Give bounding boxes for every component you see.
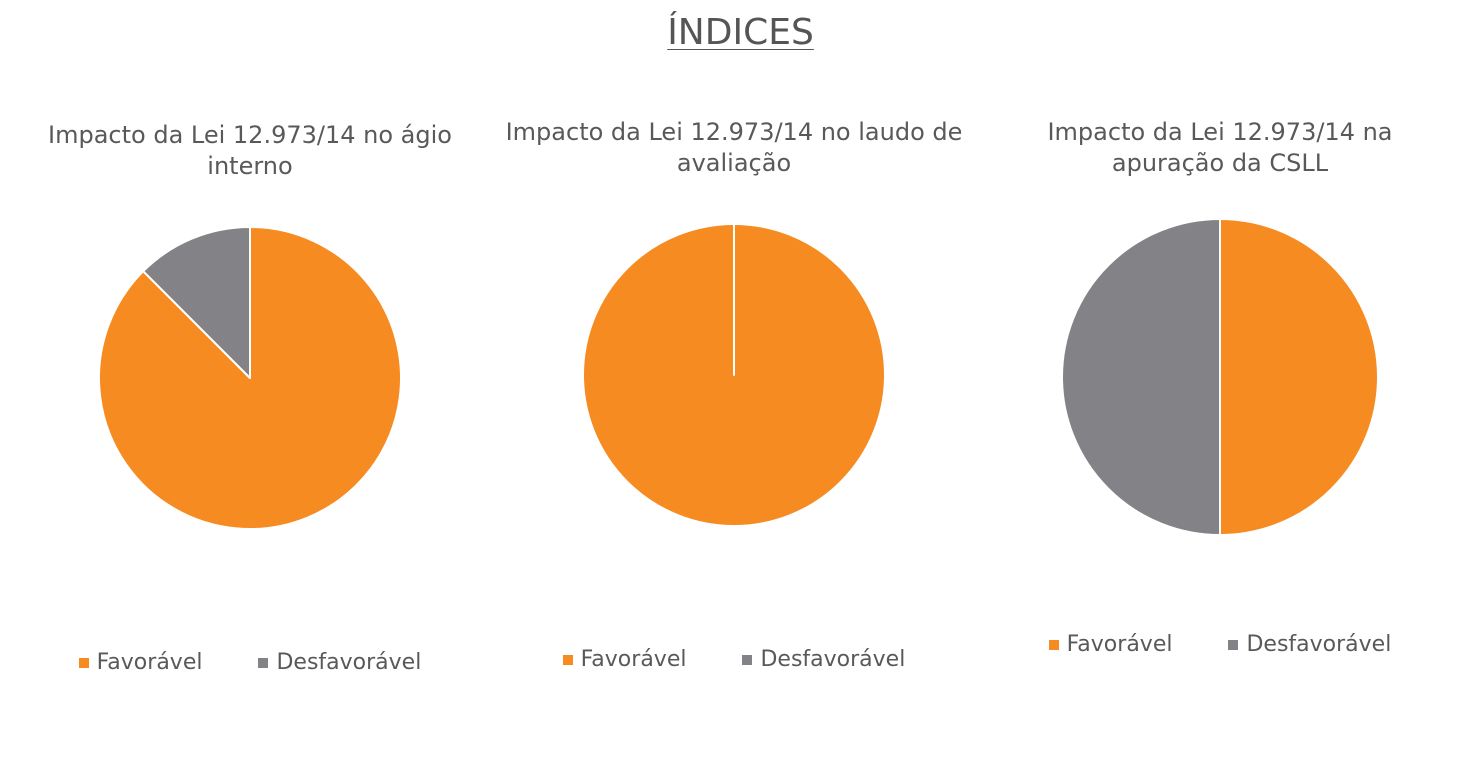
legend-label: Desfavorável — [760, 647, 906, 672]
pie-slice — [1219, 218, 1379, 536]
page-title: ÍNDICES — [667, 12, 814, 53]
legend-swatch — [562, 654, 573, 665]
legend-item: Desfavorável — [742, 647, 905, 672]
legend-swatch — [742, 654, 753, 665]
legend-item: Favorável — [78, 650, 203, 675]
legend: Favorável Desfavorável — [990, 632, 1450, 657]
chart-title: Impacto da Lei 12.973/14 no laudo de ava… — [505, 118, 963, 177]
legend: Favorável Desfavorável — [504, 647, 964, 672]
legend-item: Favorável — [1048, 632, 1173, 657]
pie-slice — [1061, 218, 1221, 536]
legend-swatch — [78, 657, 89, 668]
legend-item: Desfavorável — [1228, 632, 1391, 657]
chart-title: Impacto da Lei 12.973/14 no ágio interno — [48, 121, 452, 180]
legend-label: Desfavorável — [1246, 632, 1392, 657]
legend: Favorável Desfavorável — [20, 650, 480, 675]
legend-swatch — [1228, 639, 1239, 650]
legend-label: Favorável — [1066, 632, 1173, 657]
legend-swatch — [258, 657, 269, 668]
legend-swatch — [1048, 639, 1059, 650]
pie-slice — [142, 226, 251, 379]
legend-label: Favorável — [96, 650, 203, 675]
legend-item: Desfavorável — [258, 650, 421, 675]
legend-label: Favorável — [580, 647, 687, 672]
chart-title: Impacto da Lei 12.973/14 na apuração da … — [1047, 118, 1393, 177]
legend-label: Desfavorável — [276, 650, 422, 675]
legend-item: Favorável — [562, 647, 687, 672]
